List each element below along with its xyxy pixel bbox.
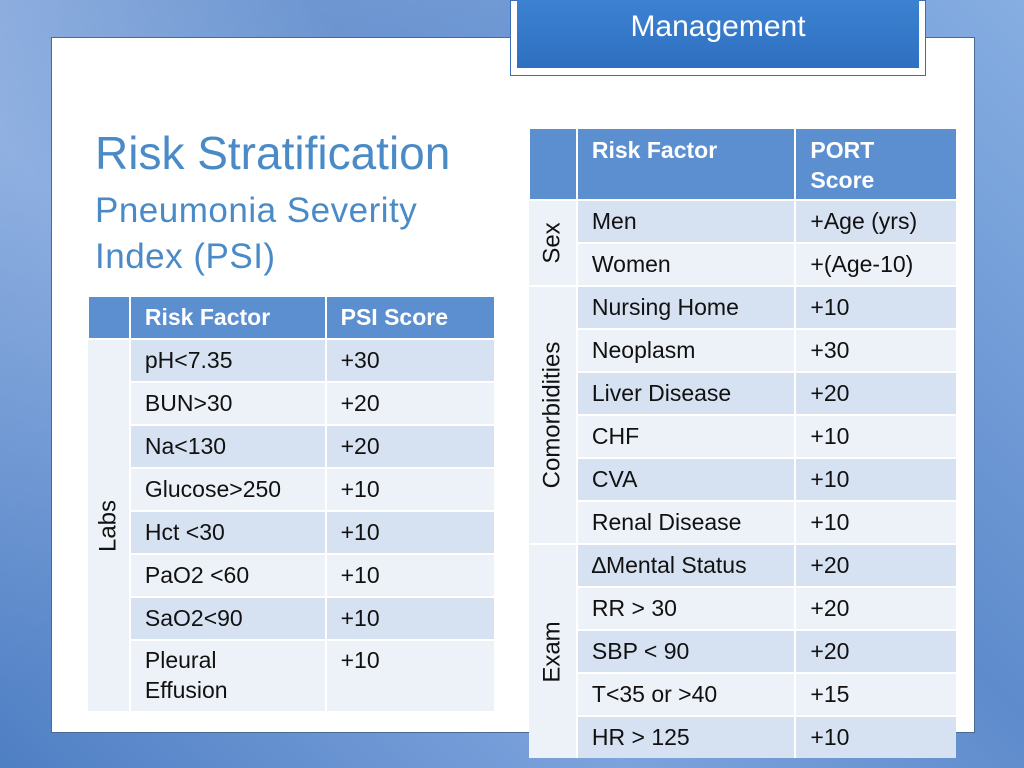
psi-header-factor: Risk Factor	[128, 297, 326, 339]
score-cell: +20	[324, 381, 494, 425]
score-cell: +10	[324, 553, 494, 597]
risk-factor-cell: SBP < 90	[575, 629, 796, 673]
risk-factor-cell: Hct <30	[128, 510, 326, 554]
port-table: Risk Factor PORT Score Sex Men +Age (yrs…	[528, 129, 956, 758]
score-cell: +10	[794, 457, 956, 501]
group-label: Labs	[94, 499, 122, 552]
risk-factor-cell: pH<7.35	[128, 338, 326, 382]
score-cell: +10	[794, 414, 956, 458]
table-row: CVA +10	[529, 457, 956, 501]
port-header-score-line-2: Score	[810, 167, 875, 193]
port-group-comorbidities: Comorbidities	[529, 285, 577, 544]
port-header-score-line-1: PORT	[810, 137, 875, 163]
group-label: Sex	[538, 222, 566, 264]
port-header-row: Risk Factor PORT Score	[528, 129, 956, 200]
score-cell: +10	[324, 639, 494, 711]
table-row: CHF +10	[529, 414, 956, 458]
table-row: Sex Men +Age (yrs)	[529, 199, 956, 286]
risk-factor-cell: SaO2<90	[128, 596, 326, 640]
risk-factor-cell: Pleural Effusion	[128, 639, 326, 711]
table-row: Renal Disease +10	[529, 500, 956, 544]
risk-factor-cell: Neoplasm	[575, 328, 796, 372]
table-row: SaO2<90 +10	[88, 596, 494, 640]
table-row: RR > 30 +20	[529, 586, 956, 630]
psi-header-score: PSI Score	[324, 297, 494, 339]
header-tab-label: Management	[630, 10, 806, 43]
score-cell: +10	[794, 285, 956, 329]
risk-factor-cell: BUN>30	[128, 381, 326, 425]
score-cell: +30	[324, 338, 494, 382]
risk-factor-line-1: Pleural	[144, 647, 217, 673]
table-row: Na<130 +20	[88, 424, 494, 468]
score-cell: +(Age-10)	[794, 242, 956, 286]
port-header-factor: Risk Factor	[575, 129, 796, 200]
risk-factor-cell: T<35 or >40	[575, 672, 796, 716]
risk-factor-cell: HR > 125	[575, 715, 796, 758]
table-row: BUN>30 +20	[88, 381, 494, 425]
table-row: Exam ∆Mental Status +20	[529, 543, 956, 758]
table-row: Labs pH<7.35 +30	[88, 338, 494, 711]
group-label: Comorbidities	[538, 341, 566, 489]
score-cell: +20	[794, 371, 956, 415]
port-header-group	[528, 129, 577, 200]
header-tab: Management	[517, 0, 919, 68]
port-group-exam: Exam	[529, 543, 577, 758]
table-row: Liver Disease +20	[529, 371, 956, 415]
risk-factor-line-2: Effusion	[144, 677, 228, 703]
score-cell: +10	[794, 500, 956, 544]
risk-factor-cell: Nursing Home	[575, 285, 796, 329]
risk-factor-cell: Glucose>250	[128, 467, 326, 511]
score-cell: +10	[324, 596, 494, 640]
score-cell: +10	[794, 715, 956, 758]
subtitle-line-1: Pneumonia Severity	[95, 191, 418, 230]
risk-factor-cell: Liver Disease	[575, 371, 796, 415]
table-row: Hct <30 +10	[88, 510, 494, 554]
psi-group-labs: Labs	[88, 338, 130, 711]
port-header-score: PORT Score	[794, 129, 956, 200]
score-cell: +20	[794, 629, 956, 673]
table-row: SBP < 90 +20	[529, 629, 956, 673]
psi-table: Risk Factor PSI Score Labs pH<7.35 +30 B…	[87, 297, 494, 711]
table-row: T<35 or >40 +15	[529, 672, 956, 716]
subtitle-line-2: Index (PSI)	[95, 237, 276, 276]
risk-factor-cell: Renal Disease	[575, 500, 796, 544]
table-row: HR > 125 +10	[529, 715, 956, 758]
score-cell: +20	[324, 424, 494, 468]
risk-factor-cell: CHF	[575, 414, 796, 458]
table-row: Glucose>250 +10	[88, 467, 494, 511]
slide-subtitle: Pneumonia Severity Index (PSI)	[95, 188, 495, 280]
table-row: Neoplasm +30	[529, 328, 956, 372]
group-label: Exam	[538, 620, 566, 683]
score-cell: +20	[794, 543, 956, 587]
score-cell: +10	[324, 510, 494, 554]
risk-factor-cell: Na<130	[128, 424, 326, 468]
table-row: Pleural Effusion +10	[88, 639, 494, 711]
risk-factor-cell: RR > 30	[575, 586, 796, 630]
port-group-sex: Sex	[529, 199, 577, 286]
score-cell: +20	[794, 586, 956, 630]
risk-factor-cell: CVA	[575, 457, 796, 501]
risk-factor-cell: Women	[575, 242, 796, 286]
score-cell: +Age (yrs)	[794, 199, 956, 243]
score-cell: +30	[794, 328, 956, 372]
table-row: Comorbidities Nursing Home +10	[529, 285, 956, 544]
psi-header-row: Risk Factor PSI Score	[87, 297, 494, 339]
risk-factor-cell: ∆Mental Status	[575, 543, 796, 587]
psi-header-group	[87, 297, 130, 339]
slide-title: Risk Stratification	[95, 127, 451, 179]
risk-factor-cell: PaO2 <60	[128, 553, 326, 597]
score-cell: +15	[794, 672, 956, 716]
table-row: Women +(Age-10)	[529, 242, 956, 286]
table-row: PaO2 <60 +10	[88, 553, 494, 597]
score-cell: +10	[324, 467, 494, 511]
risk-factor-cell: Men	[575, 199, 796, 243]
